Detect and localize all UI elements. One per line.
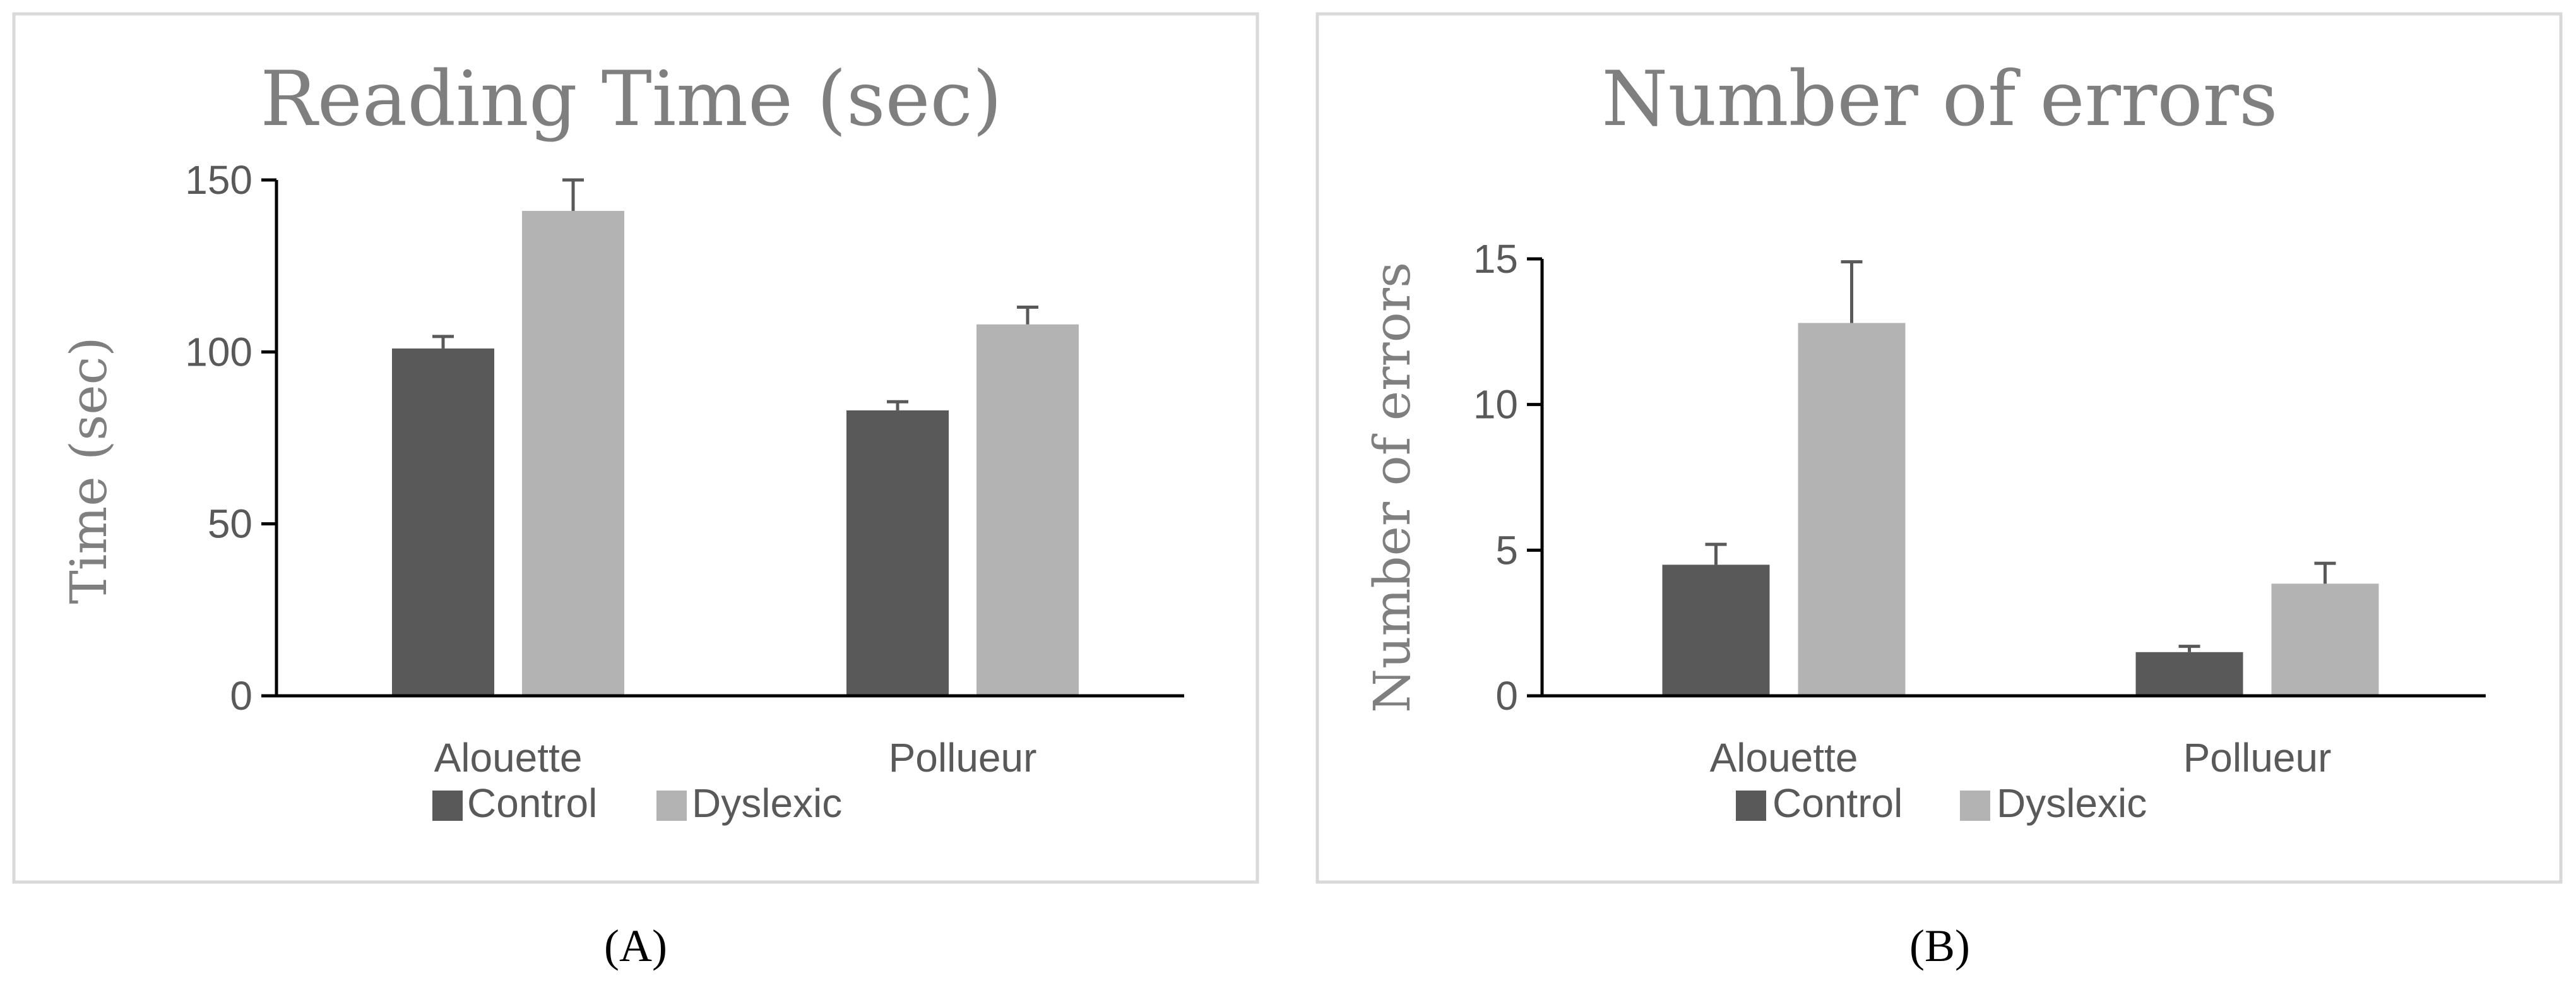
chart-panel-number-of-errors: Number of errors Number of errors 0 5 10 15… xyxy=(1315,12,2563,884)
category-label-pollueur: Pollueur xyxy=(2183,735,2332,780)
legend-swatch-control xyxy=(432,791,463,821)
chart-title: Reading Time (sec) xyxy=(260,56,1002,143)
y-axis-label: Number of errors xyxy=(1363,262,1422,713)
category-label-pollueur: Pollueur xyxy=(889,735,1037,780)
bar-dyslexic-alouette xyxy=(1798,323,1906,696)
legend-label-control: Control xyxy=(467,780,597,826)
legend: Control Dyslexic xyxy=(432,780,842,826)
category-labels: Alouette Pollueur xyxy=(1710,735,2332,780)
y-axis-label: Time (sec) xyxy=(59,337,118,604)
legend: Control Dyslexic xyxy=(1736,780,2147,826)
legend-label-dyslexic: Dyslexic xyxy=(692,780,842,826)
bars xyxy=(1662,323,2379,696)
legend-swatch-dyslexic xyxy=(656,791,687,821)
bar-control-pollueur xyxy=(2135,652,2243,696)
bar-control-alouette xyxy=(1662,564,1770,696)
legend-label-control: Control xyxy=(1772,780,1902,826)
y-tick-label: 50 xyxy=(208,501,252,547)
legend-swatch-dyslexic xyxy=(1960,791,1990,821)
y-axis-ticks: 0 50 100 150 xyxy=(185,157,276,719)
y-tick-label: 0 xyxy=(230,673,252,719)
chart-title: Number of errors xyxy=(1601,56,2277,143)
y-axis-ticks: 0 5 10 15 xyxy=(1473,236,1542,719)
error-bars xyxy=(432,178,1038,410)
bar-dyslexic-alouette xyxy=(522,211,624,696)
y-tick-label: 0 xyxy=(1495,673,1518,719)
bars xyxy=(392,211,1079,696)
bar-dyslexic-pollueur xyxy=(2271,583,2379,696)
category-label-alouette: Alouette xyxy=(434,735,583,780)
legend-swatch-control xyxy=(1736,791,1766,821)
bar-control-alouette xyxy=(392,348,494,696)
category-labels: Alouette Pollueur xyxy=(434,735,1037,780)
y-tick-label: 100 xyxy=(185,329,252,374)
panel-border xyxy=(1315,12,2563,884)
y-tick-label: 10 xyxy=(1473,382,1518,427)
chart-panel-reading-time: Reading Time (sec) Time (sec) 050100150 … xyxy=(12,12,1259,884)
category-label-alouette: Alouette xyxy=(1710,735,1858,780)
y-tick-label: 15 xyxy=(1473,236,1518,282)
error-bars xyxy=(1705,260,2336,652)
bar-control-pollueur xyxy=(846,410,949,696)
y-tick-label: 5 xyxy=(1495,527,1518,573)
legend-label-dyslexic: Dyslexic xyxy=(1997,780,2147,826)
bar-dyslexic-pollueur xyxy=(976,324,1079,696)
panel-label-a: (A) xyxy=(604,921,667,971)
y-tick-label: 150 xyxy=(185,157,252,203)
panel-label-b: (B) xyxy=(1909,921,1970,971)
